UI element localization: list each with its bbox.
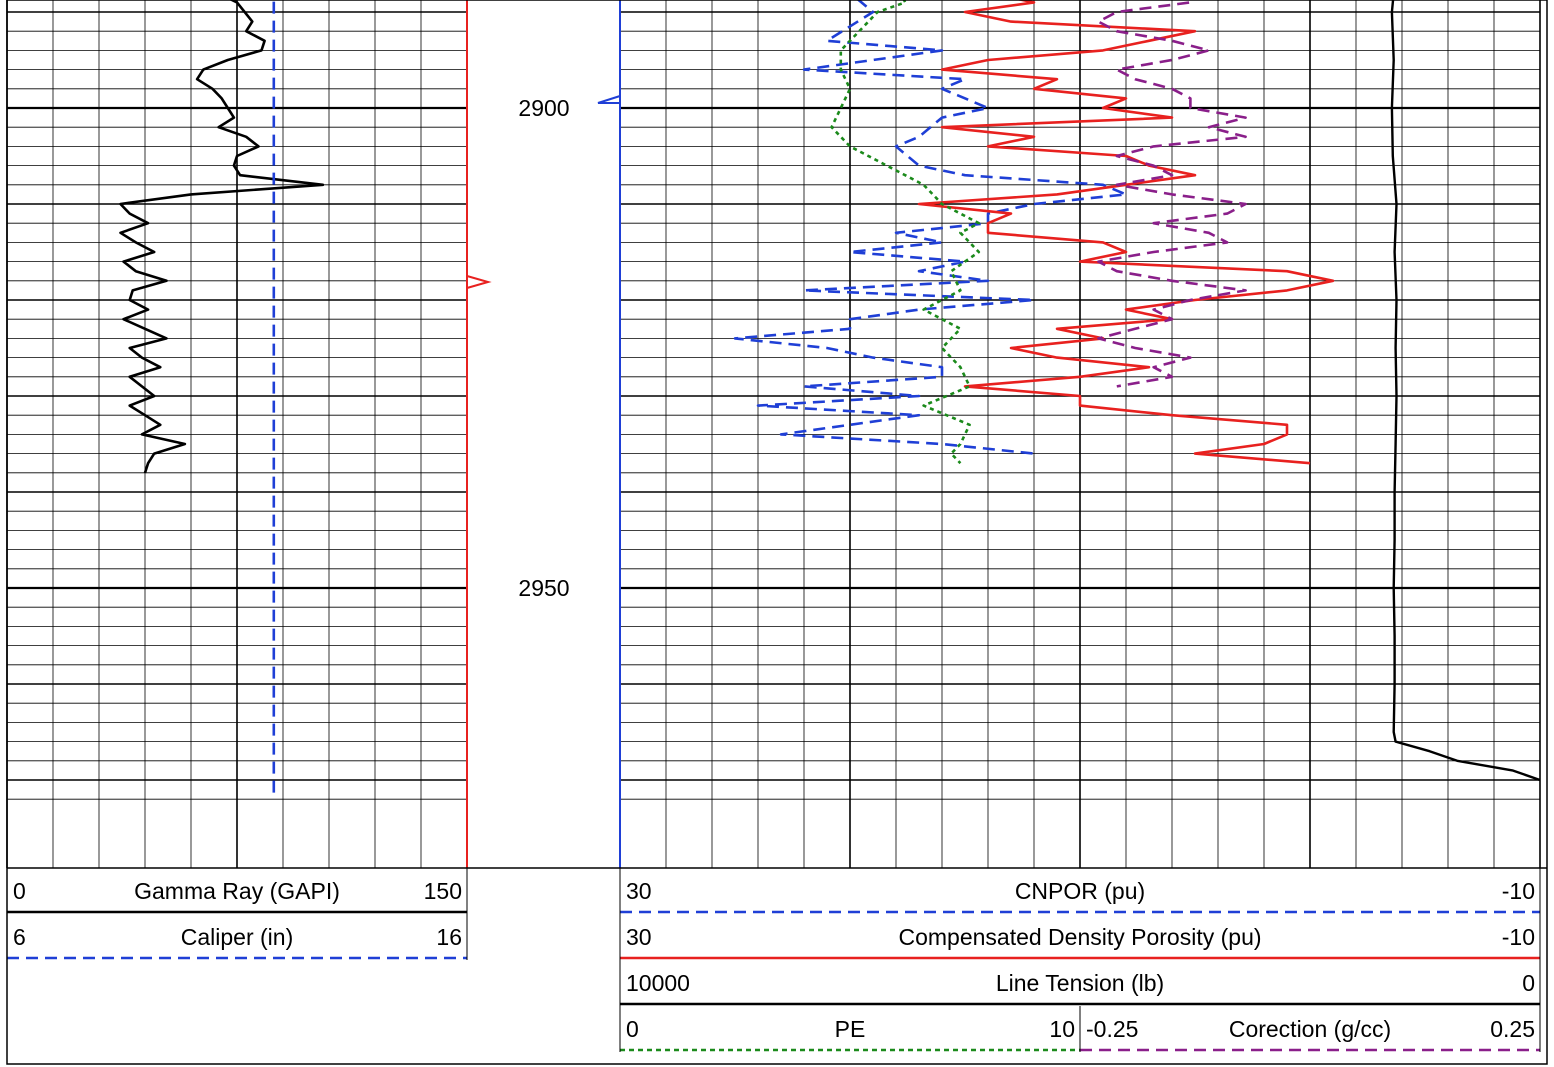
legend: 0 Gamma Ray (GAPI) 150 6 Caliper (in) 16 30 CNP… xyxy=(6,0,1548,1065)
legend-entry-dphi: 30 Compensated Density Porosity (pu) -10 xyxy=(620,924,1540,960)
legend-max: 150 xyxy=(424,878,462,904)
curves xyxy=(119,0,1540,800)
legend-title: PE xyxy=(835,1016,866,1042)
legend-max: -10 xyxy=(1502,878,1535,904)
legend-entry-pe: 0 PE 10 xyxy=(620,1016,1080,1052)
curve-corr xyxy=(1097,0,1247,388)
legend-title: Gamma Ray (GAPI) xyxy=(134,878,340,904)
legend-max: -10 xyxy=(1502,924,1535,950)
legend-min: 6 xyxy=(13,924,26,950)
legend-max: 0 xyxy=(1522,970,1535,996)
curve-pe xyxy=(830,0,981,465)
depth-label: 2950 xyxy=(518,575,569,601)
grid xyxy=(6,0,1541,868)
legend-min: 30 xyxy=(626,924,652,950)
legend-title: Corection (g/cc) xyxy=(1229,1016,1391,1042)
blue-marker-icon xyxy=(597,95,621,104)
legend-min: -0.25 xyxy=(1086,1016,1138,1042)
legend-min: 30 xyxy=(626,878,652,904)
legend-entry-cal: 6 Caliper (in) 16 xyxy=(7,924,467,960)
legend-title: Compensated Density Porosity (pu) xyxy=(898,924,1261,950)
legend-entry-tension: 10000 Line Tension (lb) 0 xyxy=(620,970,1540,1006)
legend-title: CNPOR (pu) xyxy=(1015,878,1145,904)
track-1-grid xyxy=(6,0,468,868)
depth-track: 2900 2950 xyxy=(466,0,621,868)
track-2-grid xyxy=(619,0,1541,868)
legend-title: Caliper (in) xyxy=(181,924,293,950)
legend-entry-cnpor: 30 CNPOR (pu) -10 xyxy=(620,878,1540,914)
legend-max: 16 xyxy=(436,924,462,950)
legend-min: 0 xyxy=(626,1016,639,1042)
legend-max: 10 xyxy=(1049,1016,1075,1042)
curve-gr xyxy=(119,0,325,474)
curve-cnpor xyxy=(733,0,1128,455)
depth-label: 2900 xyxy=(518,95,569,121)
legend-entry-gr: 0 Gamma Ray (GAPI) 150 xyxy=(7,878,467,914)
curve-tension xyxy=(1390,0,1540,782)
legend-title: Line Tension (lb) xyxy=(996,970,1164,996)
legend-entry-corr: -0.25 Corection (g/cc) 0.25 xyxy=(1080,1016,1540,1052)
outer-frame xyxy=(6,0,1548,1065)
red-marker-icon xyxy=(466,275,492,289)
legend-min: 10000 xyxy=(626,970,690,996)
legend-min: 0 xyxy=(13,878,26,904)
legend-max: 0.25 xyxy=(1490,1016,1535,1042)
